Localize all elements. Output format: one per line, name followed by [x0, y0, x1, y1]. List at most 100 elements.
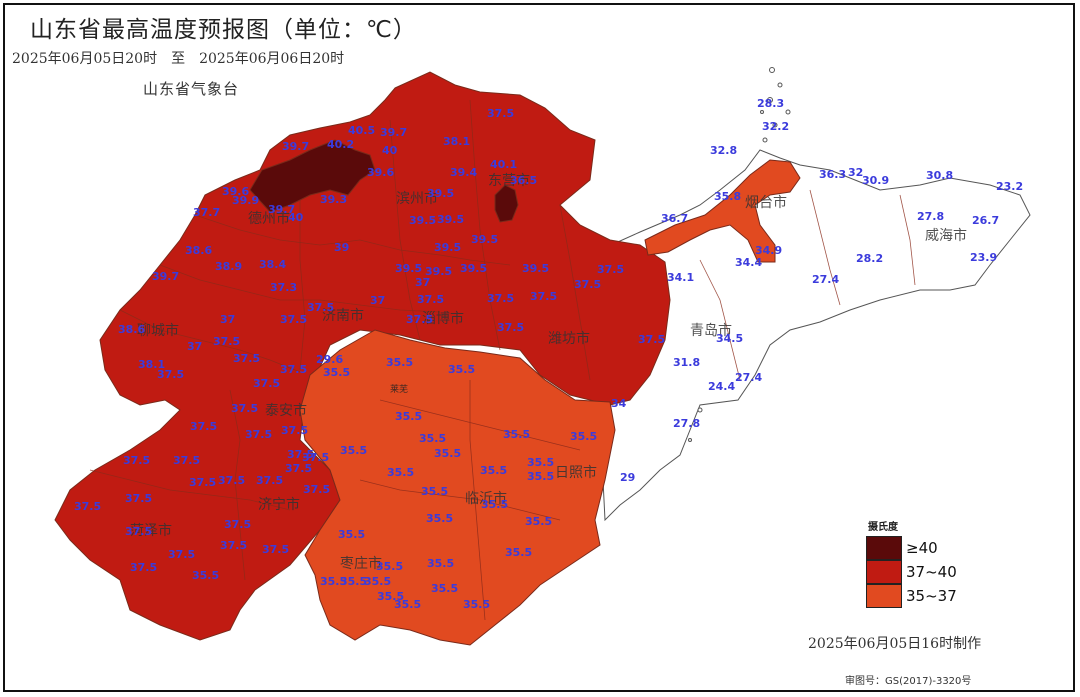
city-label-rizhao: 日照市: [555, 465, 597, 481]
station-value: 34.4: [735, 256, 763, 269]
map-frame: [3, 3, 1075, 692]
legend-label: ≥40: [906, 539, 938, 557]
issuing-organization: 山东省气象台: [143, 80, 240, 98]
station-value: 27.8: [673, 417, 701, 430]
station-value: 37.5: [190, 420, 218, 433]
station-value: 39.7: [282, 140, 310, 153]
city-label-jining: 济宁市: [258, 497, 300, 513]
station-value: 39.5: [471, 233, 499, 246]
city-label-weifang: 潍坊市: [548, 331, 590, 347]
station-value: 37.5: [256, 474, 284, 487]
city-label-weihai: 威海市: [925, 228, 967, 244]
legend-swatch: [866, 584, 902, 608]
station-value: 39.5: [522, 262, 550, 275]
station-value: 35.5: [386, 356, 414, 369]
station-value: 35.5: [376, 560, 404, 573]
station-value: 35.5: [426, 512, 454, 525]
station-value: 26.7: [972, 214, 1000, 227]
station-value: 39.5: [395, 262, 423, 275]
legend-label: 35~37: [906, 587, 957, 605]
zone-35-37-coast: [644, 159, 801, 263]
station-value: 37.5: [262, 543, 290, 556]
station-value: 35.5: [338, 528, 366, 541]
station-value: 32.2: [762, 120, 790, 133]
station-value: 38.1: [443, 135, 471, 148]
legend-title: 摄氏度: [868, 522, 898, 533]
station-value: 37.5: [74, 500, 102, 513]
station-value: 37.5: [213, 335, 241, 348]
city-label-dezhou: 德州市: [248, 211, 290, 227]
station-value: 37.5: [638, 333, 666, 346]
station-value: 37.5: [168, 548, 196, 561]
station-value: 27.8: [917, 210, 945, 223]
station-value: 39.5: [460, 262, 488, 275]
station-value: 32.8: [710, 144, 738, 157]
station-value: 39.7: [152, 270, 180, 283]
station-value: 38.1: [138, 358, 166, 371]
station-value: 40.1: [490, 158, 518, 171]
legend-label: 37~40: [906, 563, 957, 581]
station-value: 23.2: [996, 180, 1024, 193]
station-value: 35.5: [503, 428, 531, 441]
islands: [688, 67, 791, 442]
map-title: 山东省最高温度预报图（单位：℃）: [30, 17, 417, 43]
station-value: 37.5: [253, 377, 281, 390]
station-value: 35.5: [323, 366, 351, 379]
zone-above-40-northwest: [249, 139, 376, 213]
station-value: 37.5: [406, 313, 434, 326]
station-value: 29.6: [316, 353, 344, 366]
station-value: 29: [620, 471, 636, 484]
station-value: 34.9: [755, 244, 783, 257]
city-label-taian: 泰安市: [265, 403, 307, 419]
station-value: 39.5: [425, 265, 453, 278]
station-value: 38.9: [215, 260, 243, 273]
station-value: 40: [288, 211, 304, 224]
station-value: 39: [334, 241, 350, 254]
station-value: 37.5: [487, 292, 515, 305]
station-value: 39.5: [437, 213, 465, 226]
station-value: 35.5: [463, 598, 491, 611]
station-value: 39.6: [367, 166, 395, 179]
station-value: 39.5: [409, 214, 437, 227]
station-value: 35.5: [527, 470, 555, 483]
station-value: 35.5: [570, 430, 598, 443]
station-value: 35.5: [320, 575, 348, 588]
station-value: 35.5: [421, 485, 449, 498]
station-value: 24.4: [708, 380, 736, 393]
station-value: 35.5: [340, 444, 368, 457]
station-value: 39.7: [268, 203, 296, 216]
station-value: 37: [370, 294, 386, 307]
station-value: 37: [187, 340, 203, 353]
station-value: 34: [611, 397, 627, 410]
station-value: 35.5: [394, 598, 422, 611]
production-time: 2025年06月05日16时制作: [808, 636, 982, 652]
station-value: 38.4: [259, 258, 287, 271]
station-value: 37.3: [270, 281, 298, 294]
station-value: 36.3: [819, 168, 847, 181]
station-value: 37.5: [487, 107, 515, 120]
station-value: 37.5: [574, 278, 602, 291]
station-value: 23.9: [970, 251, 998, 264]
map-review-number: 审图号：GS(2017)-3320号: [845, 676, 972, 687]
station-value: 34.5: [716, 332, 744, 345]
station-value: 40: [382, 144, 398, 157]
station-value: 35.8: [714, 190, 742, 203]
station-value: 35.5: [505, 546, 533, 559]
station-value: 35.5: [480, 464, 508, 477]
peninsula-low-temp-region: [599, 149, 1031, 522]
legend-item: 37~40: [866, 560, 957, 584]
city-label-qingdao: 青岛市: [690, 323, 732, 339]
station-value: 37.5: [173, 454, 201, 467]
station-value: 35.5: [525, 515, 553, 528]
station-value: 39.9: [232, 194, 260, 207]
legend-swatch: [866, 560, 902, 584]
city-label-binzhou: 滨州市: [396, 191, 438, 207]
station-value: 37: [415, 276, 431, 289]
zone-35-37: [299, 329, 616, 646]
station-value: 37.5: [530, 290, 558, 303]
station-value: 35.5: [527, 456, 555, 469]
station-value: 35.5: [395, 410, 423, 423]
station-value: 37.5: [303, 483, 331, 496]
station-value: 35.5: [481, 498, 509, 511]
city-label-zaozhuang: 枣庄市: [340, 556, 382, 572]
